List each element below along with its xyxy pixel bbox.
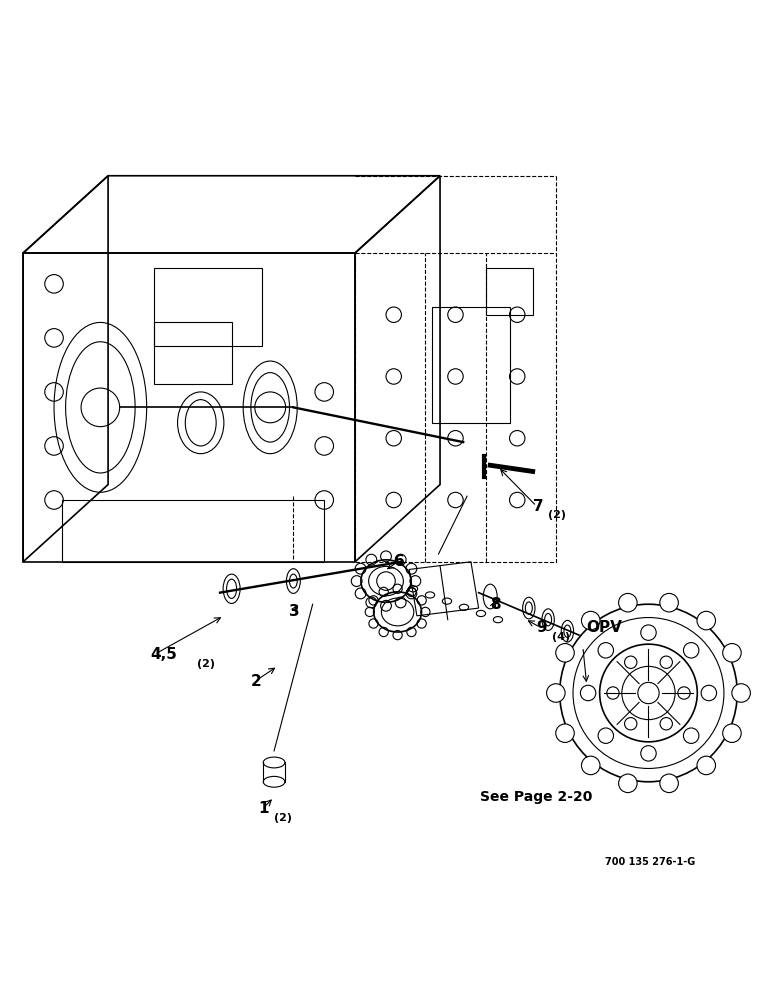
Bar: [154, 268, 262, 346]
Circle shape: [697, 756, 716, 775]
Text: OPV: OPV: [587, 620, 622, 635]
Text: (2): (2): [197, 659, 215, 669]
Text: 1: 1: [259, 801, 269, 816]
Text: 7: 7: [533, 499, 543, 514]
Circle shape: [556, 644, 574, 662]
Circle shape: [732, 684, 750, 702]
Circle shape: [697, 611, 716, 630]
Text: (2): (2): [274, 813, 292, 823]
Circle shape: [618, 774, 637, 793]
Circle shape: [723, 724, 741, 742]
Circle shape: [660, 774, 679, 793]
Text: 4,5: 4,5: [151, 647, 178, 662]
Circle shape: [723, 644, 741, 662]
Circle shape: [581, 756, 600, 775]
Text: See Page 2-20: See Page 2-20: [480, 790, 593, 804]
Circle shape: [618, 593, 637, 612]
Text: 9: 9: [537, 620, 547, 635]
Bar: [432, 307, 510, 423]
Circle shape: [547, 684, 565, 702]
Bar: [486, 268, 533, 315]
Text: 6: 6: [394, 554, 405, 569]
Circle shape: [556, 724, 574, 742]
Circle shape: [581, 611, 600, 630]
Text: 2: 2: [251, 674, 262, 689]
Circle shape: [660, 593, 679, 612]
Text: 3: 3: [290, 604, 300, 619]
Text: (4): (4): [552, 632, 570, 642]
Text: 700 135 276-1-G: 700 135 276-1-G: [604, 857, 695, 867]
Bar: [154, 322, 232, 384]
Text: 8: 8: [490, 597, 501, 612]
Text: (2): (2): [548, 510, 566, 520]
